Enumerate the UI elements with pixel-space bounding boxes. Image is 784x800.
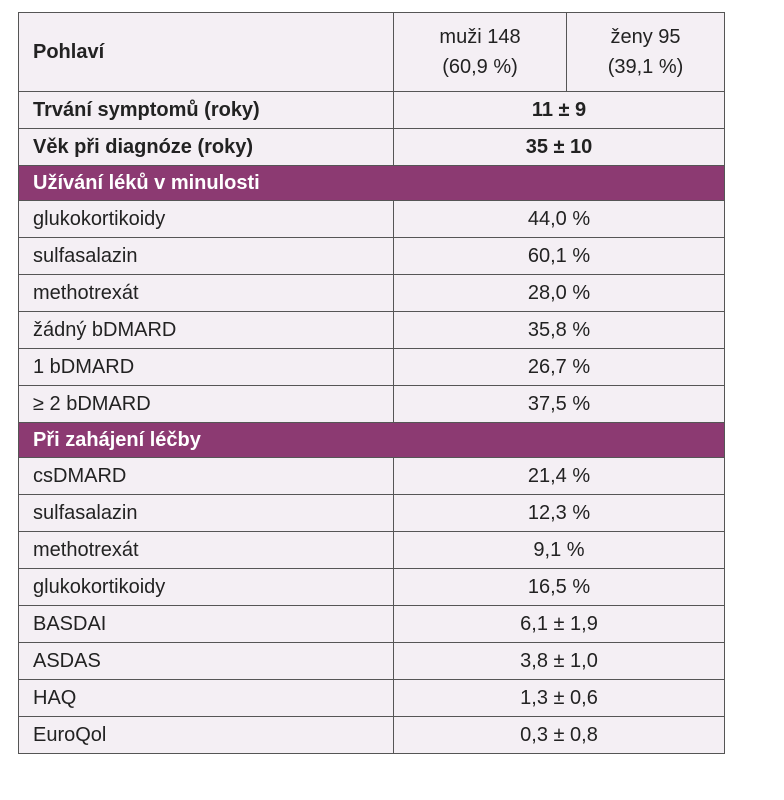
section-row: Při zahájení léčby [18, 422, 725, 458]
row-value: 21,4 % [393, 457, 725, 495]
header-row: Pohlaví muži 148 (60,9 %) ženy 95 (39,1 %) [18, 12, 725, 92]
row-label: 1 bDMARD [18, 348, 394, 386]
male-count: muži 148 [439, 26, 521, 48]
row-label: glukokortikoidy [18, 568, 394, 606]
male-cell: muži 148 (60,9 %) [393, 12, 567, 92]
table-row: csDMARD 21,4 % [18, 457, 725, 495]
row-value: 26,7 % [393, 348, 725, 386]
row-value: 1,3 ± 0,6 [393, 679, 725, 717]
table-row: Věk při diagnóze (roky) 35 ± 10 [18, 128, 725, 166]
female-pct: (39,1 %) [607, 56, 684, 78]
table-row: BASDAI 6,1 ± 1,9 [18, 605, 725, 643]
row-label: methotrexát [18, 274, 394, 312]
table-row: EuroQol 0,3 ± 0,8 [18, 716, 725, 754]
table-row: glukokortikoidy 16,5 % [18, 568, 725, 606]
table-row: ASDAS 3,8 ± 1,0 [18, 642, 725, 680]
row-value: 11 ± 9 [393, 91, 725, 129]
row-label: ASDAS [18, 642, 394, 680]
row-label: ≥ 2 bDMARD [18, 385, 394, 423]
row-value: 35 ± 10 [393, 128, 725, 166]
section-title: Užívání léků v minulosti [18, 165, 725, 201]
row-value: 6,1 ± 1,9 [393, 605, 725, 643]
female-count: ženy 95 [610, 26, 681, 48]
table-body: Pohlaví muži 148 (60,9 %) ženy 95 (39,1 %)… [18, 12, 725, 754]
row-value: 60,1 % [393, 237, 725, 275]
table-row: sulfasalazin 12,3 % [18, 494, 725, 532]
row-value: 0,3 ± 0,8 [393, 716, 725, 754]
row-value: 28,0 % [393, 274, 725, 312]
row-label: Věk při diagnóze (roky) [18, 128, 394, 166]
row-label: sulfasalazin [18, 494, 394, 532]
row-label: sulfasalazin [18, 237, 394, 275]
table-row: Trvání symptomů (roky) 11 ± 9 [18, 91, 725, 129]
row-value: 9,1 % [393, 531, 725, 569]
section-title: Při zahájení léčby [18, 422, 725, 458]
row-label: methotrexát [18, 531, 394, 569]
table-row: methotrexát 28,0 % [18, 274, 725, 312]
table-row: HAQ 1,3 ± 0,6 [18, 679, 725, 717]
row-value: 37,5 % [393, 385, 725, 423]
header-label: Pohlaví [18, 12, 394, 92]
row-value: 16,5 % [393, 568, 725, 606]
row-label: BASDAI [18, 605, 394, 643]
row-label: EuroQol [18, 716, 394, 754]
table-row: ≥ 2 bDMARD 37,5 % [18, 385, 725, 423]
table-row: sulfasalazin 60,1 % [18, 237, 725, 275]
row-value: 3,8 ± 1,0 [393, 642, 725, 680]
row-label: HAQ [18, 679, 394, 717]
row-label: glukokortikoidy [18, 200, 394, 238]
male-pct: (60,9 %) [442, 56, 518, 78]
row-label: csDMARD [18, 457, 394, 495]
table-row: žádný bDMARD 35,8 % [18, 311, 725, 349]
section-row: Užívání léků v minulosti [18, 165, 725, 201]
female-cell: ženy 95 (39,1 %) [566, 12, 725, 92]
row-label: Trvání symptomů (roky) [18, 91, 394, 129]
row-value: 44,0 % [393, 200, 725, 238]
table-row: methotrexát 9,1 % [18, 531, 725, 569]
row-label: žádný bDMARD [18, 311, 394, 349]
table-row: glukokortikoidy 44,0 % [18, 200, 725, 238]
row-value: 12,3 % [393, 494, 725, 532]
table-row: 1 bDMARD 26,7 % [18, 348, 725, 386]
data-table: Pohlaví muži 148 (60,9 %) ženy 95 (39,1 %)… [18, 12, 725, 754]
row-value: 35,8 % [393, 311, 725, 349]
